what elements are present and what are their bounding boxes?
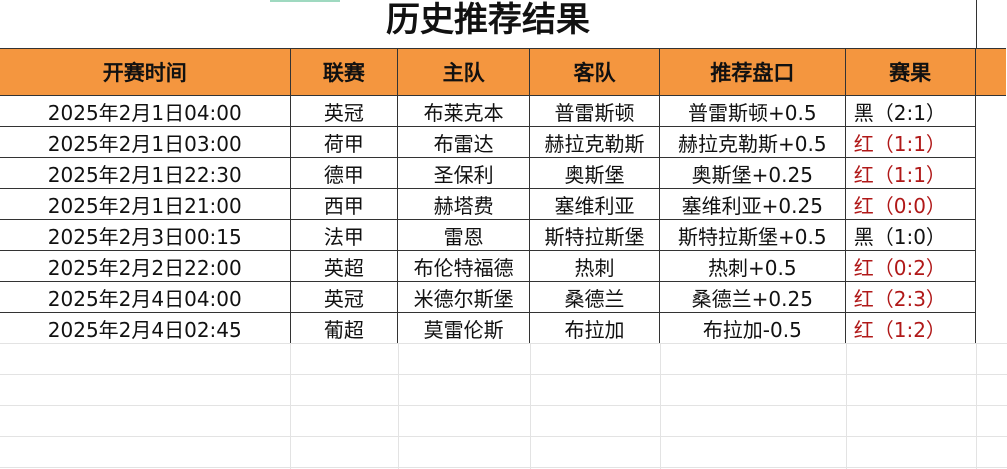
grid-line — [846, 343, 847, 469]
table-row: 2025年2月1日03:00 荷甲 布雷达 赫拉克勒斯 赫拉克勒斯+0.5 红（1:1） — [0, 126, 1006, 158]
grid-line — [398, 343, 399, 469]
table-row: 2025年2月1日22:30 德甲 圣保利 奥斯堡 奥斯堡+0.25 红（1:1） — [0, 157, 1006, 189]
cell-home[interactable]: 布伦特福德 — [397, 250, 531, 282]
grid-line — [290, 343, 291, 469]
cell-home[interactable]: 布雷达 — [397, 126, 531, 158]
table-row: 2025年2月4日04:00 英冠 米德尔斯堡 桑德兰 桑德兰+0.25 红（2:3） — [0, 281, 1006, 313]
empty-cell[interactable] — [974, 312, 1006, 344]
header-row: 开赛时间 联赛 主队 客队 推荐盘口 赛果 — [0, 48, 1006, 96]
header-cell[interactable]: 联赛 — [289, 48, 399, 96]
cell-time[interactable]: 2025年2月3日00:15 — [0, 219, 291, 251]
empty-cell[interactable] — [974, 219, 1006, 251]
cell-time[interactable]: 2025年2月1日21:00 — [0, 188, 291, 220]
cell-away[interactable]: 布拉加 — [529, 312, 660, 344]
cell-away[interactable]: 赫拉克勒斯 — [529, 126, 660, 158]
cell-home[interactable]: 赫塔费 — [397, 188, 531, 220]
cell-away[interactable]: 奥斯堡 — [529, 157, 660, 189]
table-row: 2025年2月2日22:00 英超 布伦特福德 热刺 热刺+0.5 红（0:2） — [0, 250, 1006, 282]
cell-result[interactable]: 红（0:0） — [844, 188, 976, 220]
header-cell[interactable]: 推荐盘口 — [658, 48, 846, 96]
empty-cell[interactable] — [974, 250, 1006, 282]
cell-result[interactable]: 黑（2:1） — [844, 95, 976, 127]
cell-home[interactable]: 莫雷伦斯 — [397, 312, 531, 344]
table-row: 2025年2月4日02:45 葡超 莫雷伦斯 布拉加 布拉加-0.5 红（1:2） — [0, 312, 1006, 344]
cell-away[interactable]: 斯特拉斯堡 — [529, 219, 660, 251]
cell-pick[interactable]: 桑德兰+0.25 — [658, 281, 846, 313]
empty-cell[interactable] — [974, 188, 1006, 220]
cell-away[interactable]: 热刺 — [529, 250, 660, 282]
cell-time[interactable]: 2025年2月1日04:00 — [0, 95, 291, 127]
cell-league[interactable]: 英冠 — [289, 95, 399, 127]
cell-pick[interactable]: 塞维利亚+0.25 — [658, 188, 846, 220]
cell-home[interactable]: 雷恩 — [397, 219, 531, 251]
empty-cell[interactable] — [974, 157, 1006, 189]
cell-pick[interactable]: 赫拉克勒斯+0.5 — [658, 126, 846, 158]
cell-time[interactable]: 2025年2月2日22:00 — [0, 250, 291, 282]
grid-line — [530, 343, 531, 469]
cell-home[interactable]: 圣保利 — [397, 157, 531, 189]
table-row: 2025年2月3日00:15 法甲 雷恩 斯特拉斯堡 斯特拉斯堡+0.5 黑（1:0） — [0, 219, 1006, 251]
cell-result[interactable]: 红（1:1） — [844, 157, 976, 189]
cell-result[interactable]: 红（1:2） — [844, 312, 976, 344]
cell-league[interactable]: 英冠 — [289, 281, 399, 313]
table-row: 2025年2月1日21:00 西甲 赫塔费 塞维利亚 塞维利亚+0.25 红（0:0） — [0, 188, 1006, 220]
cell-time[interactable]: 2025年2月1日03:00 — [0, 126, 291, 158]
cell-pick[interactable]: 热刺+0.5 — [658, 250, 846, 282]
empty-rows — [0, 343, 1007, 469]
cell-home[interactable]: 布莱克本 — [397, 95, 531, 127]
header-cell[interactable]: 开赛时间 — [0, 48, 291, 96]
header-cell[interactable]: 客队 — [529, 48, 660, 96]
cell-pick[interactable]: 奥斯堡+0.25 — [658, 157, 846, 189]
empty-cell[interactable] — [974, 48, 1006, 96]
results-table: 开赛时间 联赛 主队 客队 推荐盘口 赛果 2025年2月1日04:00 英冠 布莱… — [0, 48, 1006, 344]
cell-league[interactable]: 英超 — [289, 250, 399, 282]
cell-league[interactable]: 葡超 — [289, 312, 399, 344]
cell-pick[interactable]: 斯特拉斯堡+0.5 — [658, 219, 846, 251]
grid-line — [976, 343, 977, 469]
table-row: 2025年2月1日04:00 英冠 布莱克本 普雷斯顿 普雷斯顿+0.5 黑（2:1） — [0, 95, 1006, 127]
cell-result[interactable]: 红（2:3） — [844, 281, 976, 313]
cell-pick[interactable]: 布拉加-0.5 — [658, 312, 846, 344]
selection-indicator — [270, 0, 340, 2]
cell-league[interactable]: 德甲 — [289, 157, 399, 189]
cell-league[interactable]: 法甲 — [289, 219, 399, 251]
cell-time[interactable]: 2025年2月4日02:45 — [0, 312, 291, 344]
cell-away[interactable]: 桑德兰 — [529, 281, 660, 313]
empty-cell[interactable] — [974, 281, 1006, 313]
cell-away[interactable]: 普雷斯顿 — [529, 95, 660, 127]
cell-away[interactable]: 塞维利亚 — [529, 188, 660, 220]
grid-line — [660, 343, 661, 469]
cell-league[interactable]: 西甲 — [289, 188, 399, 220]
cell-pick[interactable]: 普雷斯顿+0.5 — [658, 95, 846, 127]
cell-time[interactable]: 2025年2月1日22:30 — [0, 157, 291, 189]
cell-home[interactable]: 米德尔斯堡 — [397, 281, 531, 313]
sheet-title: 历史推荐结果 — [0, 0, 977, 48]
cell-time[interactable]: 2025年2月4日04:00 — [0, 281, 291, 313]
cell-result[interactable]: 红（0:2） — [844, 250, 976, 282]
empty-cell[interactable] — [974, 95, 1006, 127]
empty-cell[interactable] — [974, 126, 1006, 158]
cell-league[interactable]: 荷甲 — [289, 126, 399, 158]
header-cell[interactable]: 主队 — [397, 48, 531, 96]
cell-result[interactable]: 红（1:1） — [844, 126, 976, 158]
cell-result[interactable]: 黑（1:0） — [844, 219, 976, 251]
header-cell[interactable]: 赛果 — [844, 48, 976, 96]
